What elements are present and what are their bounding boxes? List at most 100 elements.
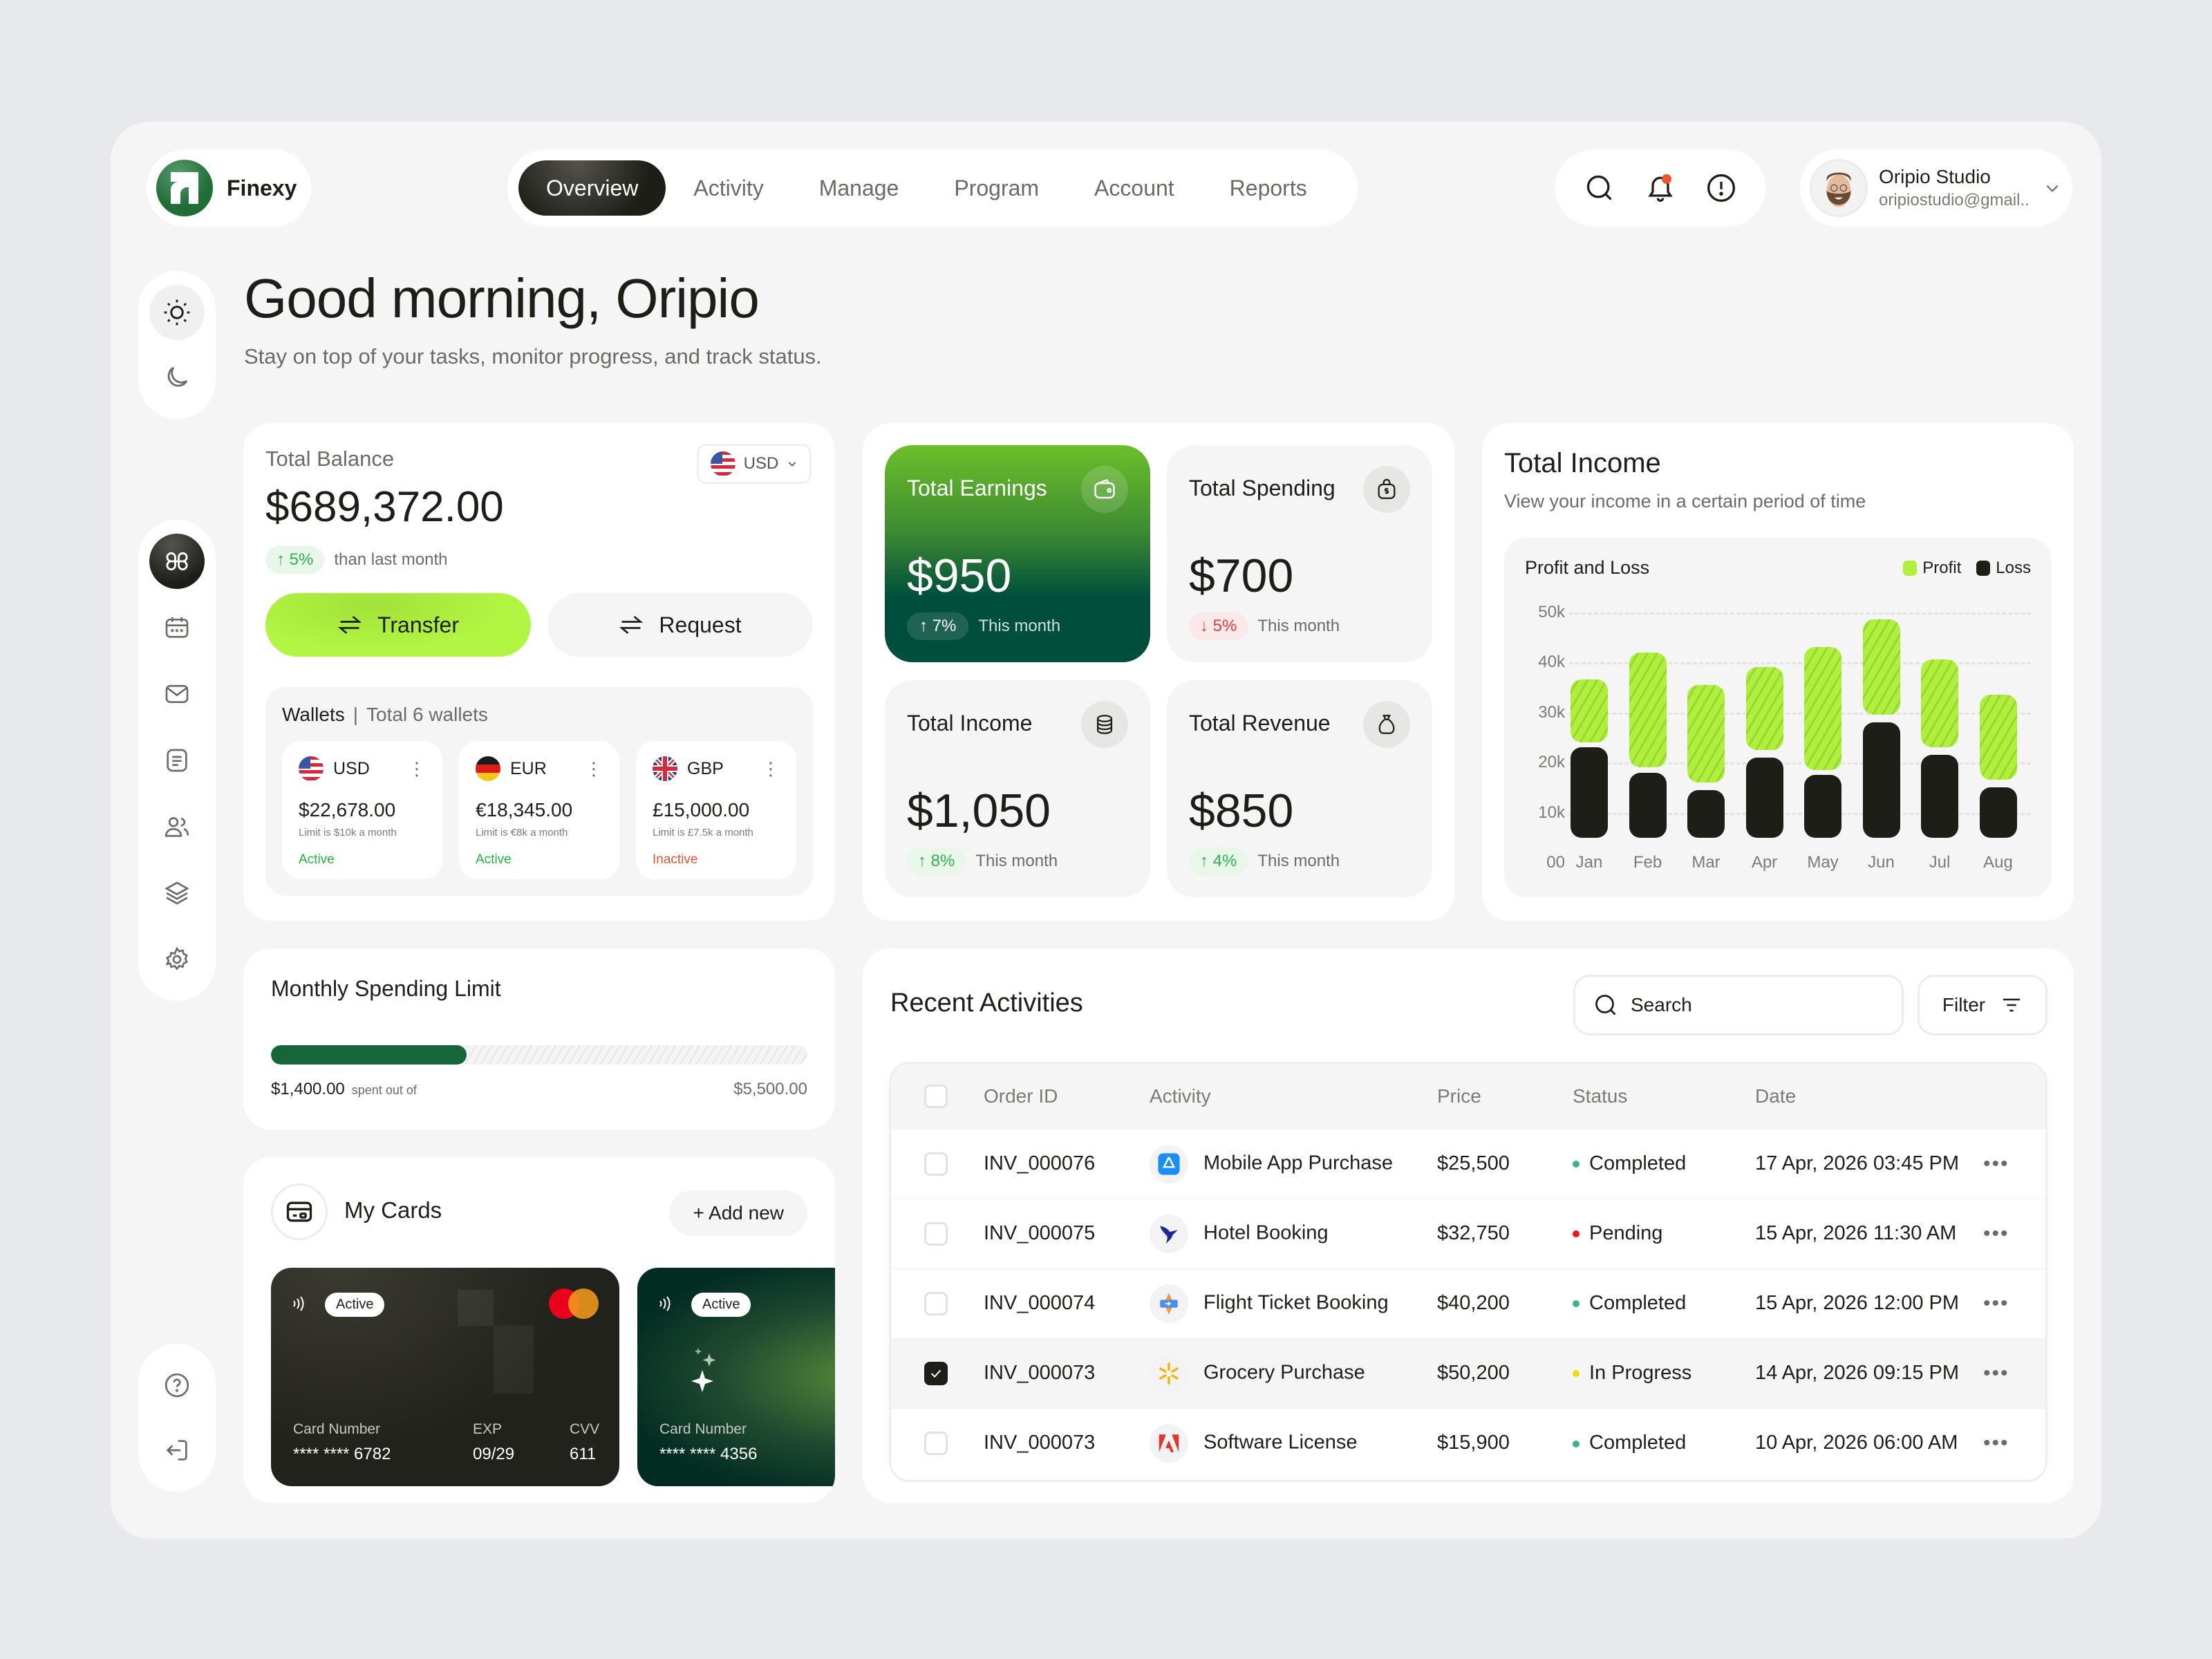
dark-mode-button[interactable] — [149, 350, 205, 405]
nav-program[interactable]: Program — [954, 175, 1040, 200]
chart-legend: Profit Loss — [1903, 559, 2031, 578]
filter-button[interactable]: Filter — [1918, 975, 2047, 1035]
more-horizontal-icon[interactable]: ••• — [1983, 1431, 2009, 1454]
bar-loss[interactable] — [1862, 722, 1900, 838]
more-horizontal-icon[interactable]: ••• — [1983, 1221, 2009, 1245]
header-actions — [1555, 149, 1765, 227]
bar-profit[interactable] — [1804, 647, 1841, 770]
grid-icon — [166, 552, 188, 571]
bank-card-1[interactable]: Active Card Number **** **** 6782 EXP 09… — [271, 1268, 619, 1486]
bar-profit[interactable] — [1979, 695, 2017, 780]
col-price[interactable]: Price — [1437, 1064, 1573, 1129]
income-title: Total Income — [1504, 448, 1661, 478]
alerts-button[interactable] — [1702, 169, 1741, 207]
stat-change: ↓ 5% — [1189, 612, 1248, 640]
nav-reports[interactable]: Reports — [1229, 175, 1307, 200]
stat-total-earnings[interactable]: Total Earnings $950 ↑ 7% This month — [885, 445, 1150, 662]
table-row[interactable]: INV_000074 Flight Ticket Booking $40,200… — [891, 1268, 2045, 1338]
gridline — [1569, 762, 2031, 765]
table-row[interactable]: INV_000073 Grocery Purchase $50,200 In P… — [891, 1338, 2045, 1408]
more-vertical-icon[interactable]: ⋮ — [408, 758, 426, 779]
col-status[interactable]: Status — [1573, 1064, 1755, 1129]
bar-loss[interactable] — [1804, 775, 1841, 838]
bar-loss[interactable] — [1745, 757, 1783, 838]
bar-profit[interactable] — [1862, 619, 1900, 715]
nav-manage[interactable]: Manage — [818, 175, 899, 200]
credit-card-icon — [286, 1201, 312, 1222]
sun-icon — [164, 299, 190, 326]
row-checkbox[interactable] — [924, 1152, 948, 1176]
sidebar-item-calendar[interactable] — [149, 600, 205, 655]
more-vertical-icon[interactable]: ⋮ — [762, 758, 780, 779]
stat-total-spending[interactable]: Total Spending $700 ↓ 5% This month — [1167, 445, 1432, 662]
select-all-checkbox[interactable] — [924, 1085, 948, 1109]
bar-profit[interactable] — [1921, 659, 1958, 748]
nav-activity[interactable]: Activity — [693, 175, 764, 200]
sidebar-item-layers[interactable] — [149, 865, 205, 921]
stat-change: ↑ 7% — [907, 612, 969, 640]
theme-switcher — [138, 271, 216, 419]
more-horizontal-icon[interactable]: ••• — [1983, 1152, 2009, 1175]
bar-profit[interactable] — [1687, 684, 1725, 782]
row-checkbox[interactable] — [924, 1361, 948, 1385]
more-vertical-icon[interactable]: ⋮ — [585, 758, 603, 779]
wallet-gbp[interactable]: GBP ⋮ £15,000.00 Limit is £7.5k a month … — [636, 741, 796, 879]
page-title: Good morning, Oripio — [244, 268, 760, 329]
col-activity[interactable]: Activity — [1150, 1064, 1437, 1129]
activities-search-input[interactable]: Search — [1573, 975, 1904, 1035]
card-status-badge: Active — [325, 1293, 385, 1317]
stat-total-revenue[interactable]: Total Revenue $850 ↑ 4% This month — [1167, 680, 1432, 897]
plane-ticket-icon — [1150, 1284, 1188, 1323]
bar-loss[interactable] — [1921, 755, 1958, 838]
stat-icon-bg — [1081, 466, 1128, 513]
sidebar-item-settings[interactable] — [149, 932, 205, 987]
bar-loss[interactable] — [1687, 789, 1725, 838]
transfer-button[interactable]: Transfer — [265, 593, 531, 657]
search-icon — [1586, 175, 1612, 200]
request-button[interactable]: Request — [547, 593, 813, 657]
stat-note: This month — [975, 852, 1058, 870]
bank-card-2[interactable]: Active Card Number **** **** 4356 — [637, 1268, 835, 1486]
user-menu[interactable]: Oripio Studio oripiostudio@gmail.. — [1800, 149, 2072, 227]
activity-name: Grocery Purchase — [1203, 1361, 1365, 1384]
sidebar-item-dashboard[interactable] — [149, 534, 205, 589]
bar-profit[interactable] — [1745, 667, 1783, 750]
stat-change: ↑ 4% — [1189, 847, 1248, 875]
more-horizontal-icon[interactable]: ••• — [1983, 1361, 2009, 1385]
col-date[interactable]: Date — [1755, 1064, 1983, 1129]
sidebar-item-documents[interactable] — [149, 733, 205, 788]
add-card-button[interactable]: + Add new — [669, 1190, 807, 1236]
stat-total-income[interactable]: Total Income $1,050 ↑ 8% This month — [885, 680, 1150, 897]
order-id: INV_000074 — [984, 1268, 1150, 1338]
total-balance-card: Total Balance USD $689,372.00 ↑ 5% than … — [243, 423, 835, 921]
nav-overview[interactable]: Overview — [518, 160, 666, 216]
col-order-id[interactable]: Order ID — [984, 1064, 1150, 1129]
table-row[interactable]: INV_000075 Hotel Booking $32,750 Pending… — [891, 1198, 2045, 1268]
sidebar-item-users[interactable] — [149, 799, 205, 854]
help-button[interactable] — [149, 1358, 205, 1413]
y-axis-tick: 10k — [1538, 803, 1565, 822]
row-checkbox[interactable] — [924, 1431, 948, 1455]
logout-button[interactable] — [149, 1423, 205, 1478]
row-checkbox[interactable] — [924, 1221, 948, 1246]
light-mode-button[interactable] — [149, 285, 205, 340]
bar-loss[interactable] — [1979, 787, 2017, 838]
wallet-eur[interactable]: EUR ⋮ €18,345.00 Limit is €8k a month Ac… — [459, 741, 619, 879]
balance-change-badge: ↑ 5% — [265, 546, 325, 574]
bar-loss[interactable] — [1629, 772, 1667, 838]
currency-select[interactable]: USD — [697, 444, 812, 484]
wallet-usd[interactable]: USD ⋮ $22,678.00 Limit is $10k a month A… — [282, 741, 442, 879]
bar-profit[interactable] — [1629, 652, 1667, 768]
bar-loss[interactable] — [1571, 747, 1608, 838]
notifications-button[interactable] — [1641, 169, 1680, 207]
sidebar-item-mail[interactable] — [149, 666, 205, 722]
more-horizontal-icon[interactable]: ••• — [1983, 1291, 2009, 1315]
search-button[interactable] — [1580, 169, 1619, 207]
row-checkbox[interactable] — [924, 1291, 948, 1315]
brand-logo[interactable]: Finexy — [147, 149, 311, 227]
bar-profit[interactable] — [1571, 679, 1608, 742]
card-cvv: 611 — [570, 1445, 597, 1463]
table-row[interactable]: INV_000073 Software License $15,900 Comp… — [891, 1407, 2045, 1478]
table-row[interactable]: INV_000076 Mobile App Purchase $25,500 C… — [891, 1128, 2045, 1199]
nav-account[interactable]: Account — [1094, 175, 1174, 200]
